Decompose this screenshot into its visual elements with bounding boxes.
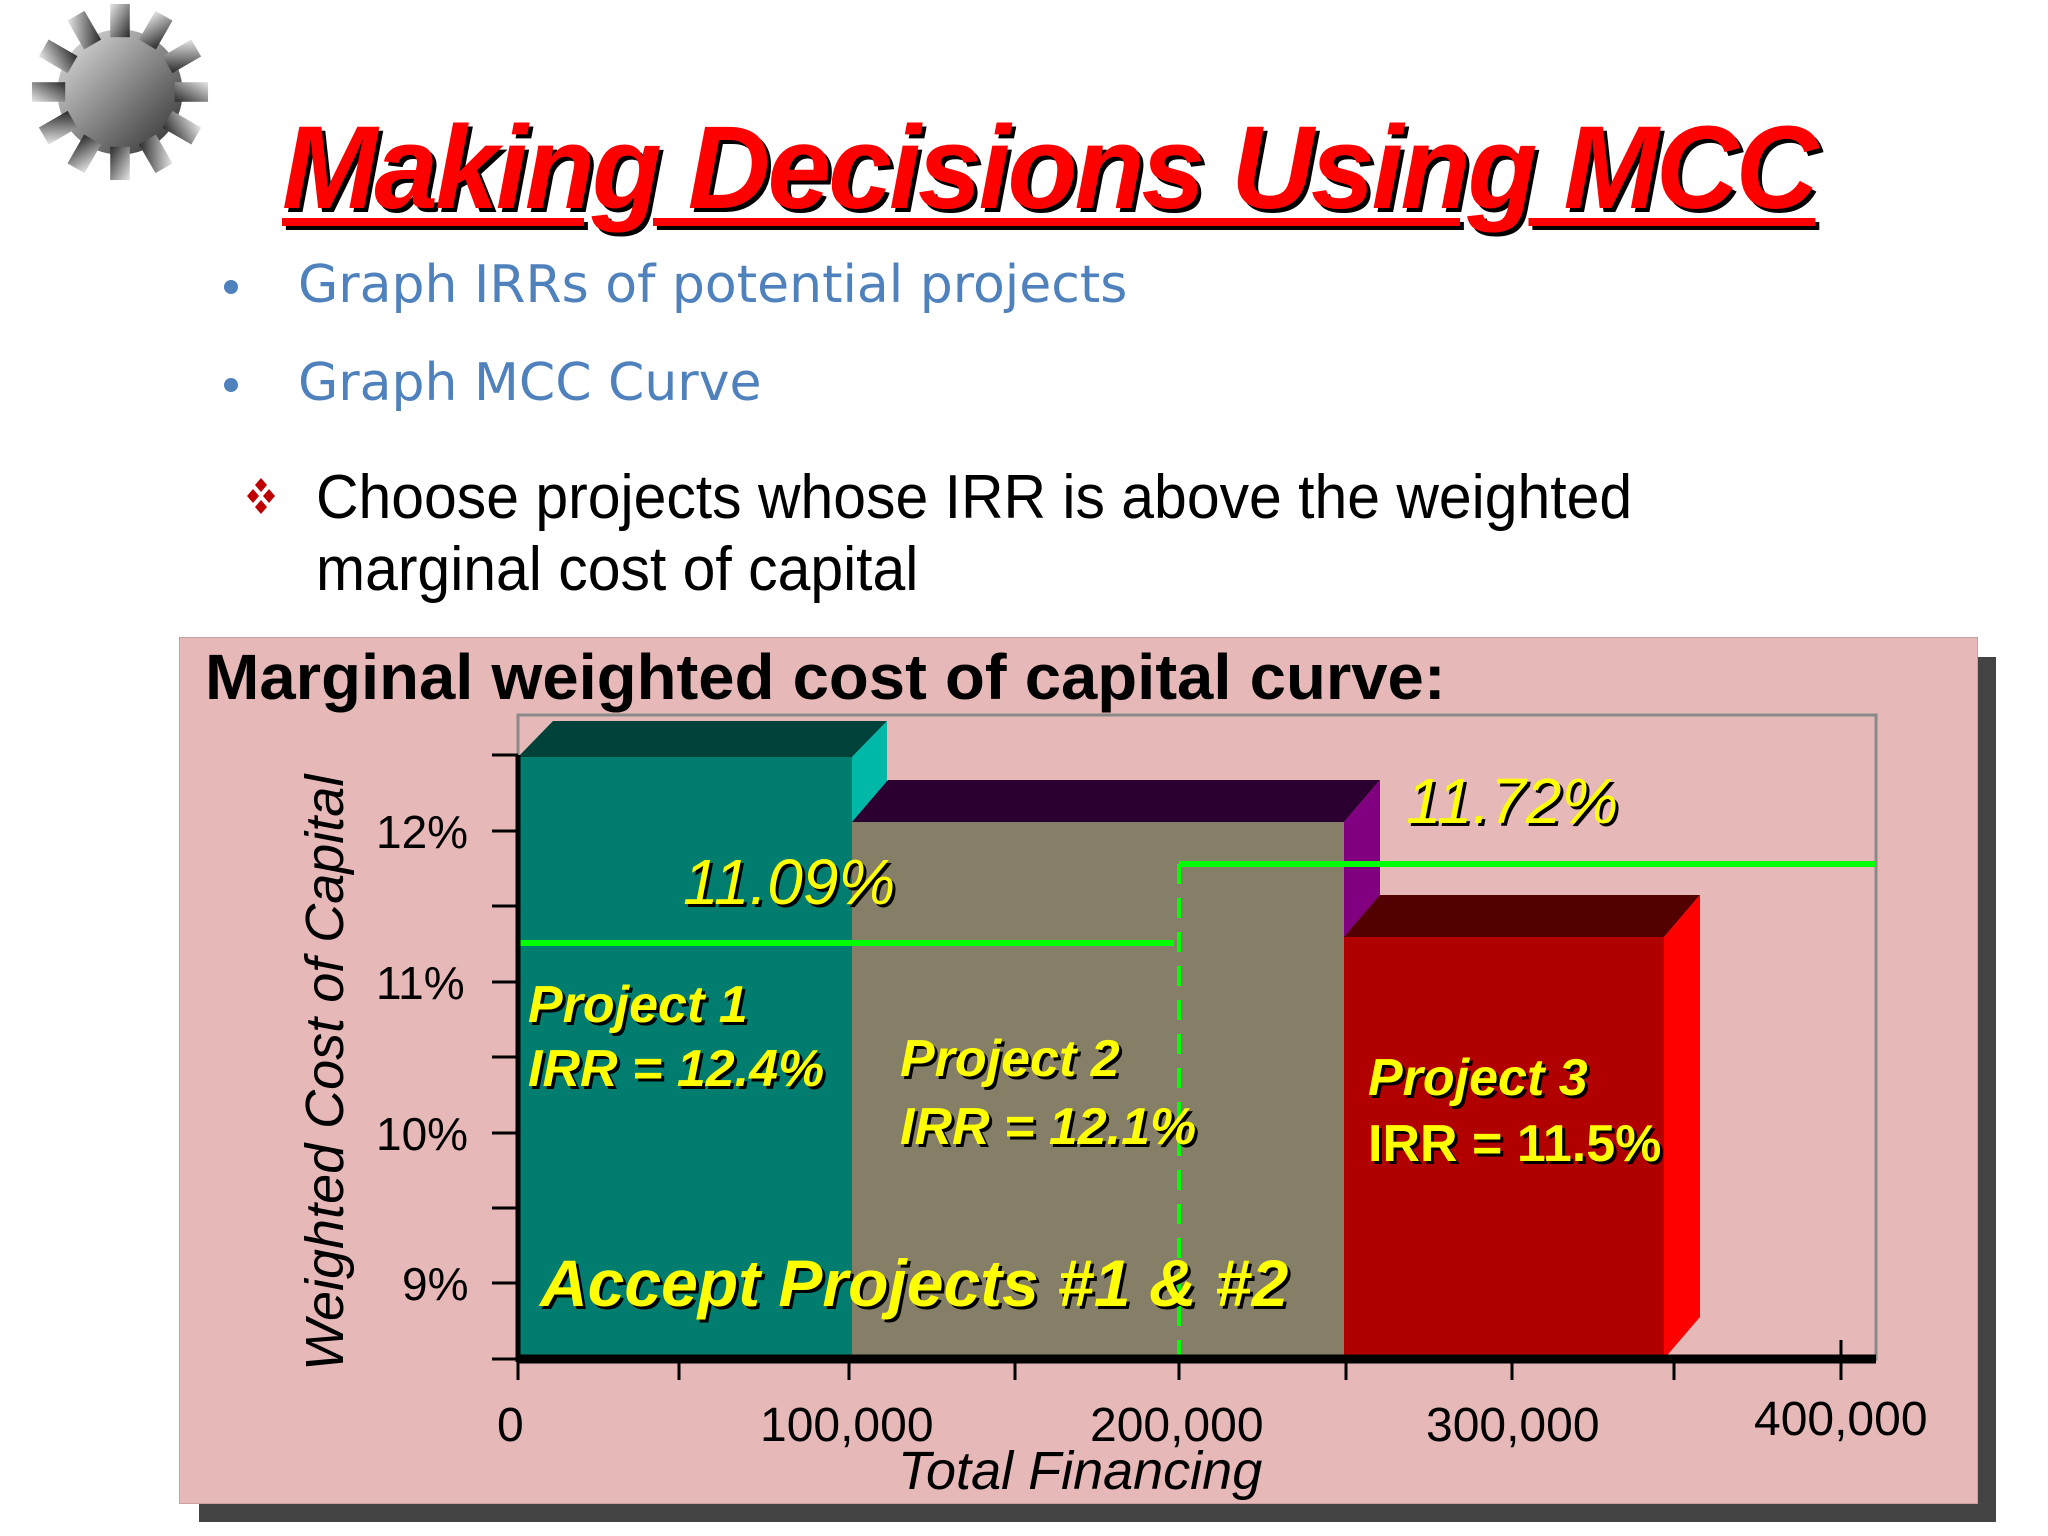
project-3-bar	[1344, 895, 1700, 1359]
x-tick-label: 400,000	[1754, 1393, 1928, 1446]
project-irr: IRR = 11.5%	[1368, 1115, 1662, 1173]
conclusion-label: Accept Projects #1 & #2	[540, 1246, 1289, 1320]
project-name: Project 3	[1368, 1049, 1588, 1107]
project-1-label: Project 1 IRR = 12.4%	[528, 973, 824, 1101]
x-tick-label: 100,000	[760, 1399, 934, 1452]
project-irr: IRR = 12.4%	[528, 1040, 825, 1098]
y-tick-label: 10%	[376, 1108, 469, 1160]
project-irr: IRR = 12.1%	[900, 1098, 1197, 1156]
y-axis	[492, 753, 521, 1362]
x-axis	[516, 1340, 1876, 1380]
x-tick-label: 200,000	[1090, 1399, 1264, 1452]
x-tick-label: 0	[497, 1399, 524, 1452]
y-tick-label: 9%	[402, 1258, 469, 1310]
y-tick-label: 11%	[376, 957, 465, 1009]
mcc-curve	[518, 861, 1876, 1359]
y-tick-label: 12%	[376, 806, 469, 858]
project-2-label: Project 2 IRR = 12.1%	[900, 1025, 1196, 1161]
project-2-bar	[852, 780, 1380, 1359]
x-tick-label: 300,000	[1426, 1399, 1600, 1452]
slide-title: Making Decisions Using MCC	[282, 102, 1818, 234]
project-name: Project 2	[900, 1030, 1120, 1088]
decision-rule-text: Choose projects whose IRR is above the w…	[316, 463, 1633, 604]
mcc-label-low: 11.09%	[683, 846, 896, 918]
dot-bullet-icon	[224, 378, 238, 392]
mcc-label-high: 11.72%	[1406, 765, 1619, 837]
bullet-text: Graph IRRs of potential projects	[298, 255, 1128, 315]
bullet-text: Graph MCC Curve	[298, 353, 762, 413]
x-axis-label: Total Financing	[898, 1441, 1263, 1501]
project-name: Project 1	[528, 976, 748, 1034]
project-3-label: Project 3 IRR = 11.5%	[1368, 1045, 1661, 1177]
y-axis-label: Weighted Cost of Capital	[295, 774, 355, 1371]
diamond-bullet-icon	[247, 478, 275, 514]
chart-title: Marginal weighted cost of capital curve:	[205, 641, 1446, 713]
gear-icon	[31, 3, 209, 181]
dot-bullet-icon	[224, 280, 238, 294]
